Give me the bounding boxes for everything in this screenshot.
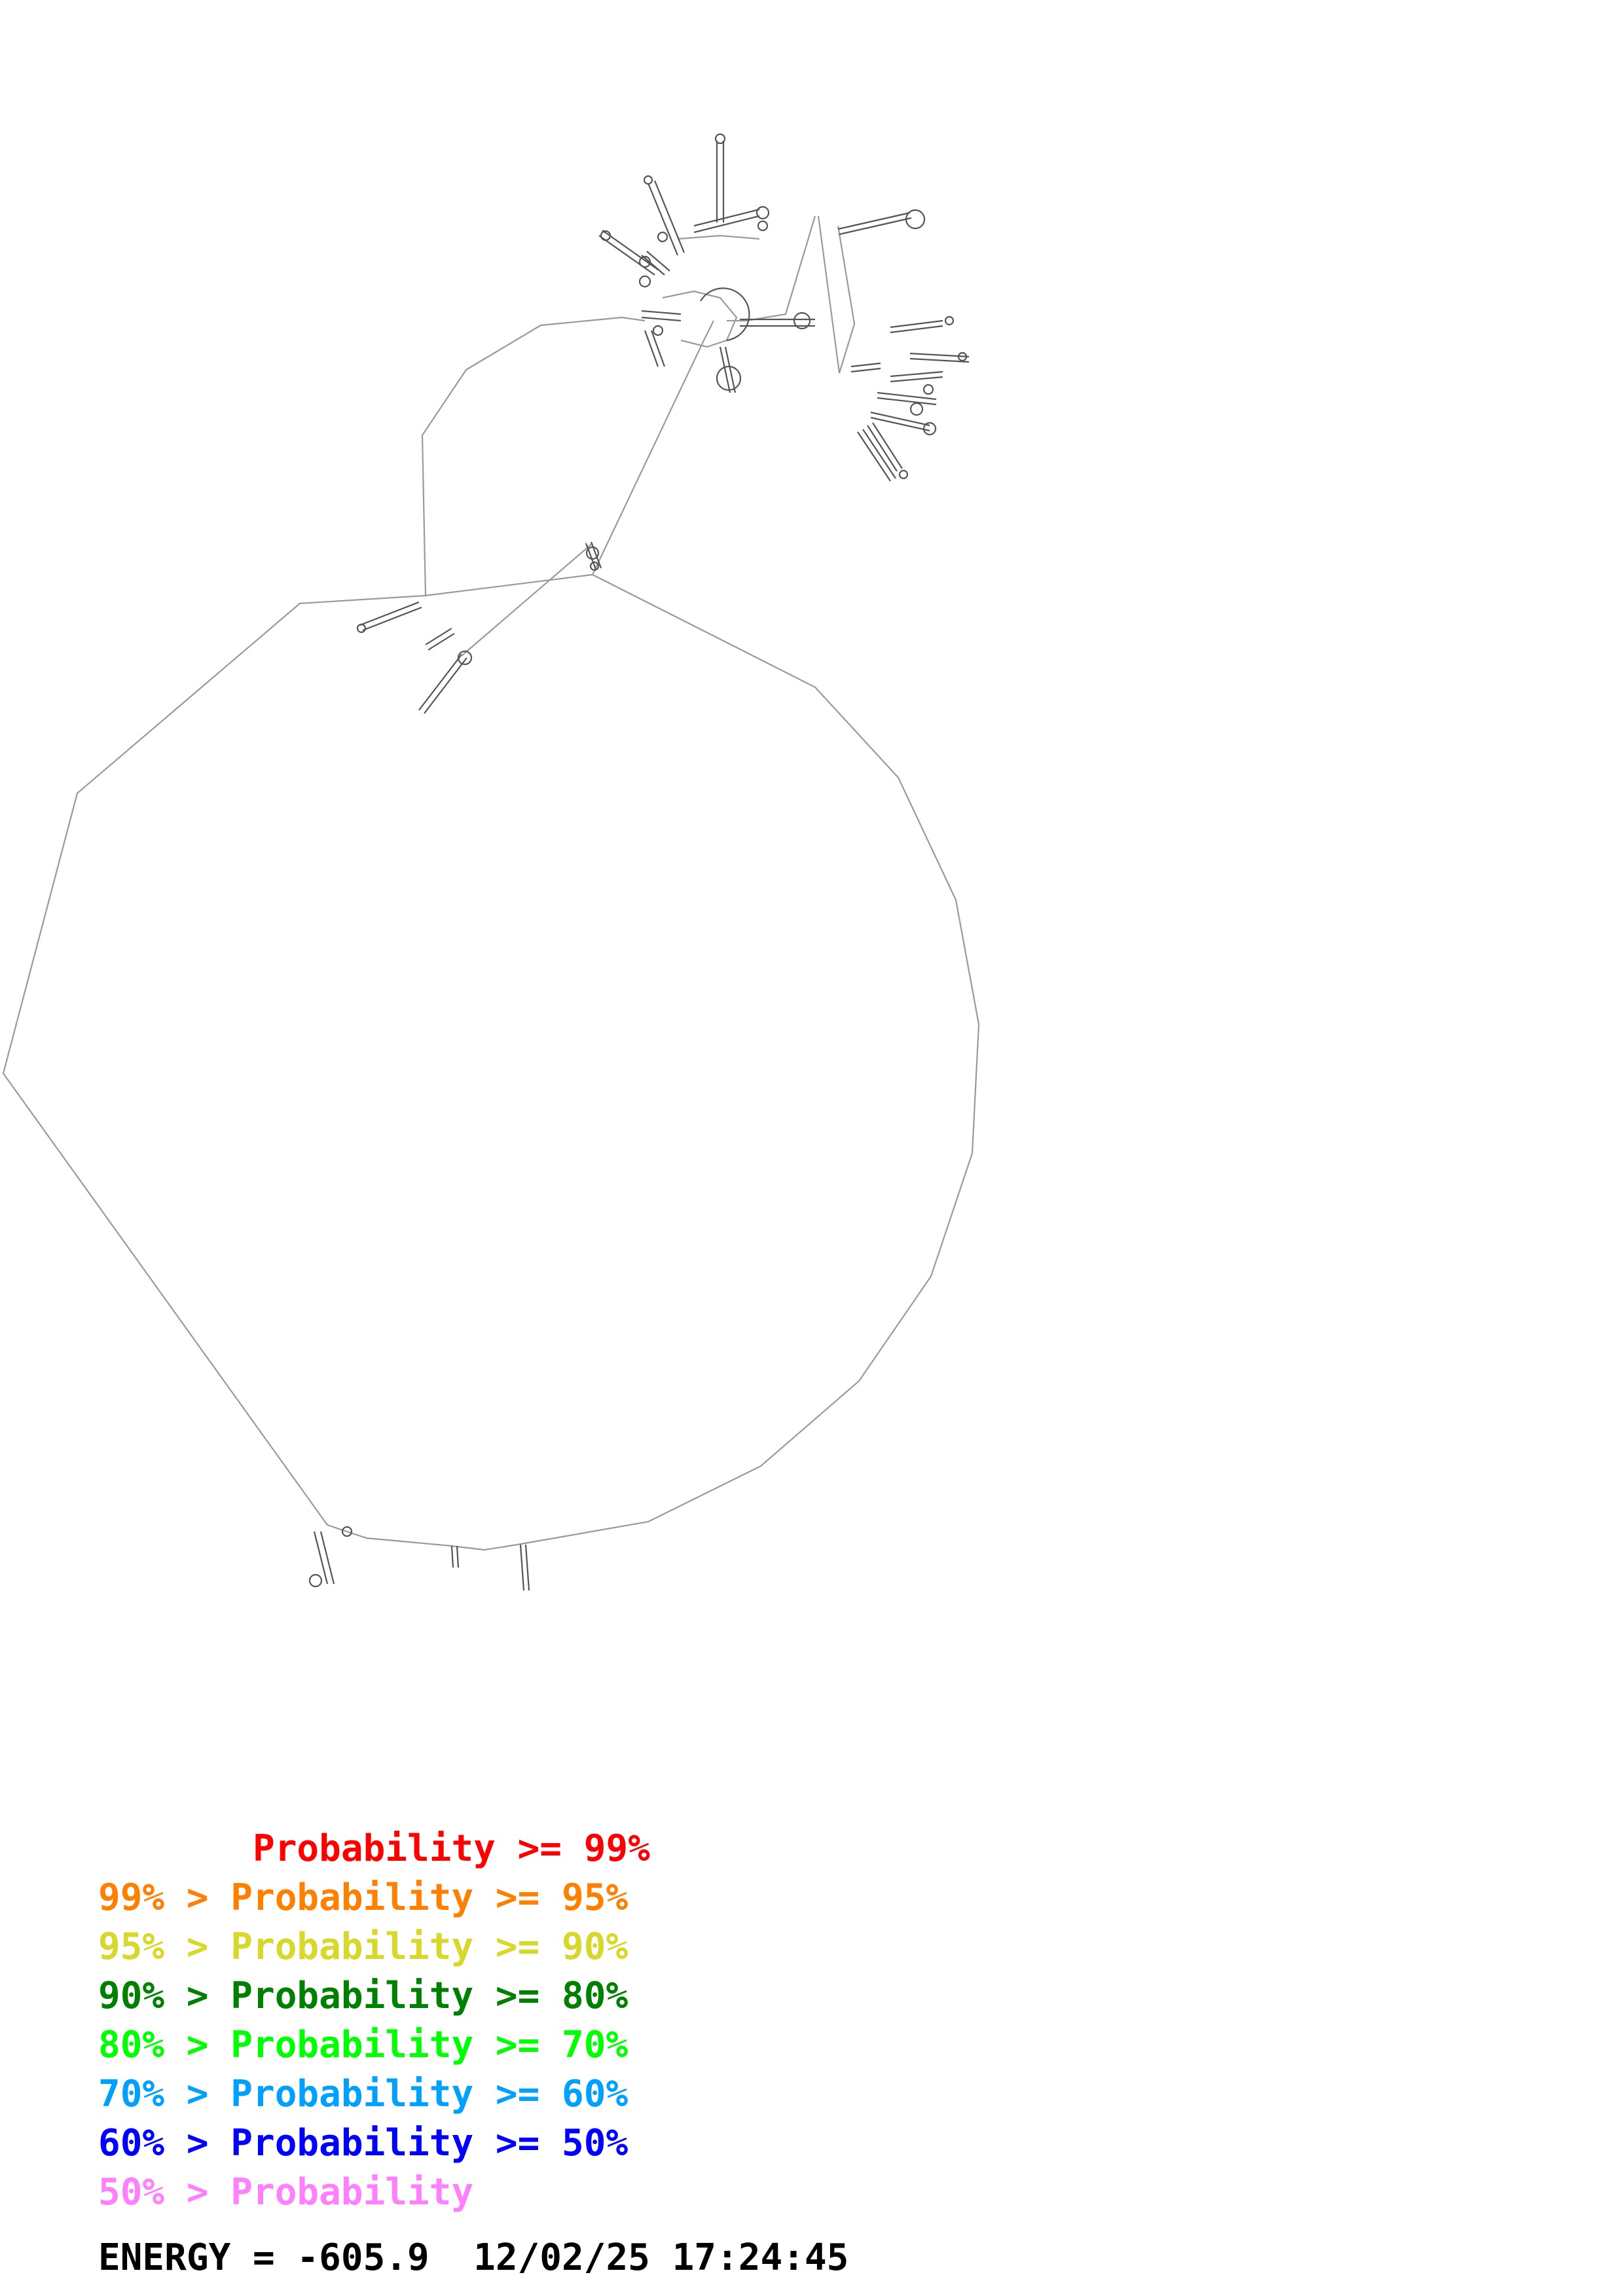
- outer-loop-left-path: [2, 573, 593, 1526]
- upper-hub-path: [677, 234, 760, 240]
- stem-bottom-1: [313, 1531, 335, 1585]
- hairpin-hub-down: [716, 365, 742, 391]
- hairpin-top-9: [757, 220, 769, 232]
- hairpin-right-6: [898, 469, 909, 480]
- hairpin-left-3: [457, 650, 473, 666]
- stem-right-3: [890, 370, 943, 383]
- backbone-loop: [2, 215, 980, 1551]
- stem-right-1: [890, 319, 943, 334]
- stems: [308, 133, 970, 1591]
- hairpin-hub-right: [793, 312, 811, 330]
- stem-right-5: [870, 411, 930, 432]
- hairpin-left-1: [356, 623, 367, 634]
- rna-structure-diagram: [2, 133, 980, 1591]
- stem-mid-1: [585, 541, 602, 570]
- diagonal-connector-path: [592, 320, 714, 575]
- upper-loop-path: [421, 316, 646, 596]
- stem-left-1: [359, 601, 422, 632]
- hairpin-mid-2: [589, 561, 600, 571]
- branch-line-right-2: [727, 215, 816, 322]
- outer-loop-path: [484, 574, 980, 1551]
- stem-bottom-3: [450, 1545, 460, 1568]
- hairpin-top-1: [714, 133, 726, 145]
- legend-entry-90: 95% > Probability >= 90%: [98, 1926, 629, 1968]
- stem-left-3: [418, 654, 467, 714]
- hairpin-top-8: [756, 206, 770, 220]
- hairpin-top-5: [657, 231, 668, 243]
- hairpin-top-3: [600, 230, 611, 242]
- stem-top-6: [641, 310, 682, 322]
- stem-hub-right: [740, 318, 815, 327]
- stem-bottom-4: [519, 1544, 530, 1591]
- hairpin-right-2: [957, 351, 968, 362]
- bottom-arc-path: [327, 1524, 485, 1551]
- stem-right-4: [877, 391, 937, 406]
- upper-hub-path-2: [662, 290, 738, 348]
- hub-ring: [700, 287, 750, 342]
- hairpin-bottom-1: [308, 1573, 323, 1588]
- hairpin-mid-1: [585, 546, 600, 560]
- legend-entry-70: 80% > Probability >= 70%: [98, 2024, 629, 2066]
- legend-entry-80: 90% > Probability >= 80%: [98, 1975, 629, 2017]
- legend-entry-99: Probability >= 99%: [98, 1827, 650, 1870]
- stem-top-7: [644, 330, 666, 367]
- hairpin-right-4: [909, 402, 924, 416]
- stem-top-3: [598, 230, 659, 276]
- stem-top-1: [716, 141, 725, 223]
- hairpin-right-top: [905, 209, 926, 230]
- hairpin-right-1: [944, 315, 955, 326]
- stem-right-top: [837, 211, 912, 236]
- stem-left-2: [425, 628, 455, 651]
- branch-line-right: [817, 215, 856, 374]
- stem-right-6: [867, 422, 903, 472]
- stem-right-7: [857, 429, 896, 482]
- stem-right-8: [850, 362, 881, 373]
- hairpin-bottom-2: [341, 1526, 353, 1537]
- legend-entry-95: 99% > Probability >= 95%: [98, 1876, 629, 1919]
- legend-entry-60: 70% > Probability >= 60%: [98, 2073, 629, 2115]
- energy-timestamp-label: ENERGY = -605.9 12/02/25 17:24:45: [98, 2236, 849, 2279]
- legend-entry-below-50: 50% > Probability: [98, 2171, 474, 2214]
- left-connector-path: [461, 543, 593, 656]
- stem-top-2: [647, 180, 685, 256]
- stem-top-8: [693, 208, 760, 234]
- stem-top-4: [641, 251, 670, 276]
- hairpin-right-5: [922, 422, 937, 436]
- hairpin-top-7: [652, 325, 664, 336]
- hairpin-right-3: [922, 384, 934, 395]
- hairpin-top-4: [638, 255, 651, 268]
- hairpin-top-2: [643, 175, 653, 185]
- legend-entry-50: 60% > Probability >= 50%: [98, 2122, 629, 2164]
- hairpin-top-6: [638, 275, 651, 288]
- stem-hub-down: [719, 346, 737, 393]
